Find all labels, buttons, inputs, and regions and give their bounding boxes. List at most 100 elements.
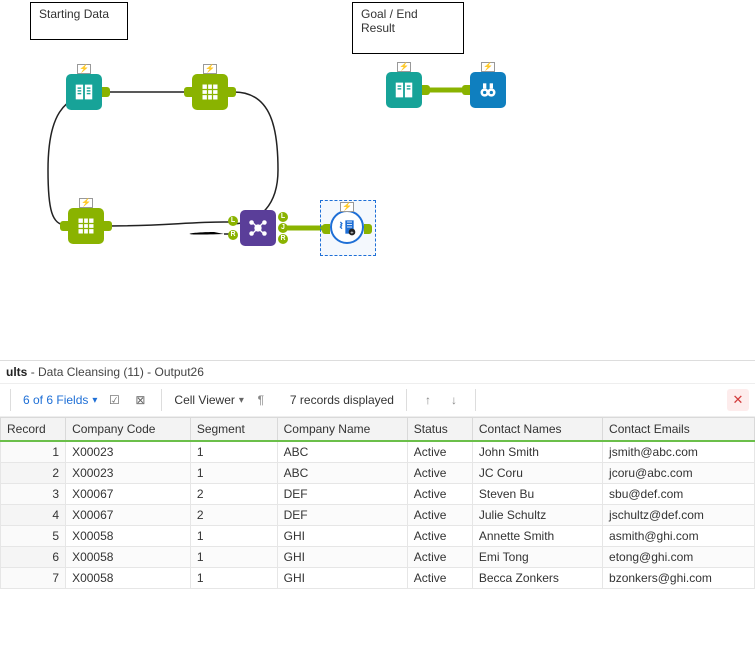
chevron-down-icon: ▾ xyxy=(92,395,97,406)
input-anchor[interactable] xyxy=(462,85,470,95)
column-header[interactable]: Record xyxy=(1,418,66,442)
results-table[interactable]: RecordCompany CodeSegmentCompany NameSta… xyxy=(0,417,755,589)
table-cell[interactable]: X00067 xyxy=(66,505,191,526)
table-cell[interactable]: 1 xyxy=(190,547,277,568)
bolt-icon: ⚡ xyxy=(397,62,411,72)
table-cell[interactable]: sbu@def.com xyxy=(603,484,755,505)
table-row[interactable]: 5X000581GHIActiveAnnette Smithasmith@ghi… xyxy=(1,526,755,547)
join-output-r[interactable]: R xyxy=(278,234,288,244)
input-anchor[interactable] xyxy=(184,87,192,97)
output-anchor[interactable] xyxy=(102,87,110,97)
arrow-down-icon[interactable]: ↓ xyxy=(445,391,463,409)
table-cell[interactable]: 1 xyxy=(190,463,277,484)
table-cell[interactable]: jsmith@abc.com xyxy=(603,441,755,463)
table-cell[interactable]: Active xyxy=(407,568,472,589)
table-cell[interactable]: X00023 xyxy=(66,441,191,463)
close-button[interactable]: ✕ xyxy=(727,389,749,411)
tool-select-1[interactable]: ⚡ xyxy=(192,74,228,110)
column-header[interactable]: Segment xyxy=(190,418,277,442)
table-cell[interactable]: 2 xyxy=(190,505,277,526)
tool-browse[interactable]: ⚡ xyxy=(470,72,506,108)
column-header[interactable]: Contact Emails xyxy=(603,418,755,442)
tool-text-input-1[interactable]: ⚡ xyxy=(66,74,102,110)
table-cell[interactable]: ABC xyxy=(277,463,407,484)
table-cell[interactable]: 1 xyxy=(1,441,66,463)
input-anchor[interactable] xyxy=(322,224,330,234)
table-cell[interactable]: bzonkers@ghi.com xyxy=(603,568,755,589)
input-anchor[interactable] xyxy=(60,221,68,231)
table-row[interactable]: 6X000581GHIActiveEmi Tongetong@ghi.com xyxy=(1,547,755,568)
table-cell[interactable]: 2 xyxy=(1,463,66,484)
table-cell[interactable]: Steven Bu xyxy=(472,484,602,505)
table-cell[interactable]: asmith@ghi.com xyxy=(603,526,755,547)
table-cell[interactable]: 2 xyxy=(190,484,277,505)
tool-data-cleansing[interactable]: ⚡ + xyxy=(330,210,364,244)
table-cell[interactable]: 4 xyxy=(1,505,66,526)
table-cell[interactable]: X00058 xyxy=(66,568,191,589)
table-cell[interactable]: 1 xyxy=(190,526,277,547)
output-anchor[interactable] xyxy=(104,221,112,231)
table-cell[interactable]: 1 xyxy=(190,441,277,463)
table-cell[interactable]: Active xyxy=(407,505,472,526)
table-row[interactable]: 1X000231ABCActiveJohn Smithjsmith@abc.co… xyxy=(1,441,755,463)
bolt-icon: ⚡ xyxy=(79,198,93,208)
output-anchor[interactable] xyxy=(228,87,236,97)
output-anchor[interactable] xyxy=(364,224,372,234)
join-output-j[interactable]: J xyxy=(278,223,288,233)
table-cell[interactable]: X00023 xyxy=(66,463,191,484)
workflow-canvas[interactable]: Starting Data Goal / End Result ⚡ xyxy=(0,0,755,360)
output-anchor[interactable] xyxy=(422,85,430,95)
table-cell[interactable]: DEF xyxy=(277,505,407,526)
table-cell[interactable]: GHI xyxy=(277,526,407,547)
column-header[interactable]: Company Name xyxy=(277,418,407,442)
arrow-up-icon[interactable]: ↑ xyxy=(419,391,437,409)
column-header[interactable]: Status xyxy=(407,418,472,442)
table-cell[interactable]: DEF xyxy=(277,484,407,505)
table-cell[interactable]: Active xyxy=(407,463,472,484)
table-cell[interactable]: Annette Smith xyxy=(472,526,602,547)
table-cell[interactable]: GHI xyxy=(277,568,407,589)
table-row[interactable]: 4X000672DEFActiveJulie Schultzjschultz@d… xyxy=(1,505,755,526)
table-cell[interactable]: Julie Schultz xyxy=(472,505,602,526)
table-cell[interactable]: Active xyxy=(407,526,472,547)
join-input-l[interactable]: L xyxy=(228,216,238,226)
cell-viewer-dropdown[interactable]: Cell Viewer ▾ xyxy=(174,393,244,407)
bolt-icon: ⚡ xyxy=(481,62,495,72)
table-cell[interactable]: Emi Tong xyxy=(472,547,602,568)
table-cell[interactable]: John Smith xyxy=(472,441,602,463)
table-cell[interactable]: jcoru@abc.com xyxy=(603,463,755,484)
table-cell[interactable]: ABC xyxy=(277,441,407,463)
results-toolbar: 6 of 6 Fields ▾ ☑ ⊠ Cell Viewer ▾ ¶ 7 re… xyxy=(0,383,755,417)
table-cell[interactable]: 3 xyxy=(1,484,66,505)
join-input-r[interactable]: R xyxy=(228,230,238,240)
table-cell[interactable]: JC Coru xyxy=(472,463,602,484)
table-cell[interactable]: Active xyxy=(407,484,472,505)
table-cell[interactable]: Active xyxy=(407,441,472,463)
tool-join[interactable]: L R L J R xyxy=(240,210,276,246)
table-cell[interactable]: etong@ghi.com xyxy=(603,547,755,568)
table-cell[interactable]: Becca Zonkers xyxy=(472,568,602,589)
column-header[interactable]: Contact Names xyxy=(472,418,602,442)
table-cell[interactable]: X00067 xyxy=(66,484,191,505)
table-row[interactable]: 7X000581GHIActiveBecca Zonkersbzonkers@g… xyxy=(1,568,755,589)
svg-text:+: + xyxy=(350,231,354,237)
checkbox-icon[interactable]: ☑ xyxy=(105,391,123,409)
table-cell[interactable]: Active xyxy=(407,547,472,568)
table-cell[interactable]: GHI xyxy=(277,547,407,568)
table-cell[interactable]: jschultz@def.com xyxy=(603,505,755,526)
table-cell[interactable]: 6 xyxy=(1,547,66,568)
table-row[interactable]: 2X000231ABCActiveJC Corujcoru@abc.com xyxy=(1,463,755,484)
table-row[interactable]: 3X000672DEFActiveSteven Busbu@def.com xyxy=(1,484,755,505)
fields-dropdown[interactable]: 6 of 6 Fields ▾ xyxy=(23,393,97,407)
table-cell[interactable]: 5 xyxy=(1,526,66,547)
tool-select-2[interactable]: ⚡ xyxy=(68,208,104,244)
tool-text-input-goal[interactable]: ⚡ xyxy=(386,72,422,108)
column-header[interactable]: Company Code xyxy=(66,418,191,442)
table-cell[interactable]: 7 xyxy=(1,568,66,589)
join-output-l[interactable]: L xyxy=(278,212,288,222)
table-cell[interactable]: 1 xyxy=(190,568,277,589)
table-cell[interactable]: X00058 xyxy=(66,526,191,547)
pilcrow-icon[interactable]: ¶ xyxy=(252,391,270,409)
clear-icon[interactable]: ⊠ xyxy=(131,391,149,409)
table-cell[interactable]: X00058 xyxy=(66,547,191,568)
